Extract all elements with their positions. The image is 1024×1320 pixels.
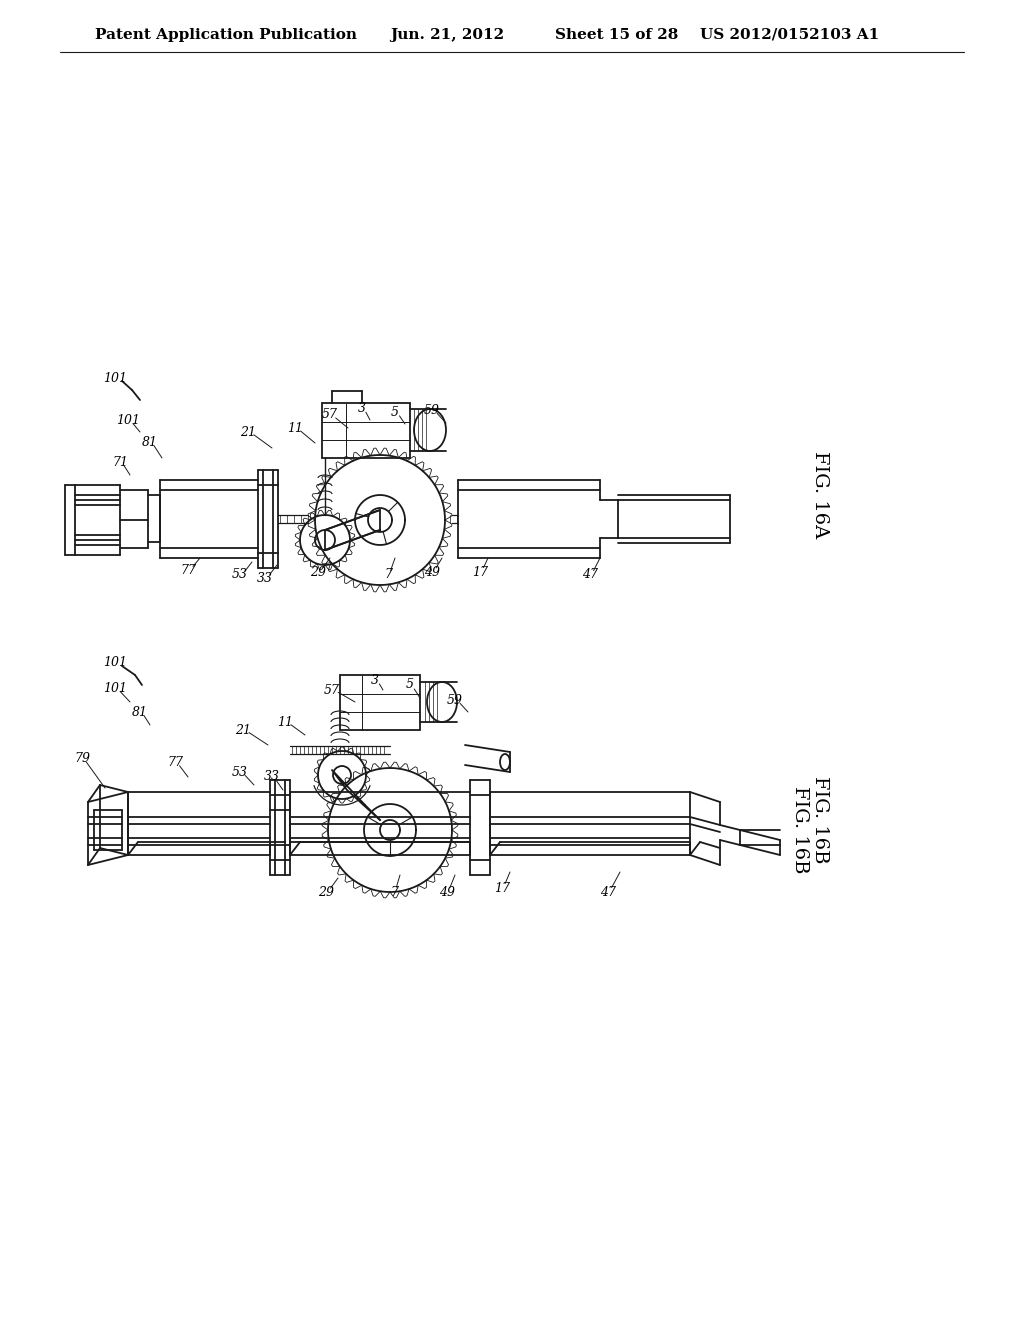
Text: 17: 17 xyxy=(494,882,510,895)
Text: 53: 53 xyxy=(232,569,248,582)
Text: 101: 101 xyxy=(116,413,140,426)
Text: 77: 77 xyxy=(180,564,196,577)
Text: 17: 17 xyxy=(472,565,488,578)
Text: 11: 11 xyxy=(287,421,303,434)
Text: 49: 49 xyxy=(424,565,440,578)
Text: 29: 29 xyxy=(310,565,326,578)
Text: 81: 81 xyxy=(132,705,148,718)
Text: 7: 7 xyxy=(390,886,398,899)
Text: 53: 53 xyxy=(232,766,248,779)
Text: 47: 47 xyxy=(600,886,616,899)
Text: 79: 79 xyxy=(74,751,90,764)
Text: US 2012/0152103 A1: US 2012/0152103 A1 xyxy=(700,28,880,42)
Text: 101: 101 xyxy=(103,681,127,694)
Text: 3: 3 xyxy=(371,673,379,686)
Text: 59: 59 xyxy=(424,404,440,417)
Text: 21: 21 xyxy=(234,723,251,737)
Text: FIG. 16B: FIG. 16B xyxy=(811,776,829,863)
Text: FIG. 16B: FIG. 16B xyxy=(791,787,809,874)
Text: 29: 29 xyxy=(318,886,334,899)
Text: 21: 21 xyxy=(240,425,256,438)
Text: 77: 77 xyxy=(167,755,183,768)
Text: 33: 33 xyxy=(257,572,273,585)
Text: 47: 47 xyxy=(582,569,598,582)
Bar xyxy=(340,675,420,730)
Text: 57: 57 xyxy=(322,408,338,421)
Text: 3: 3 xyxy=(358,401,366,414)
Text: 59: 59 xyxy=(447,693,463,706)
Text: 5: 5 xyxy=(406,678,414,692)
Text: 101: 101 xyxy=(103,371,127,384)
Text: Patent Application Publication: Patent Application Publication xyxy=(95,28,357,42)
Text: FIG. 16A: FIG. 16A xyxy=(811,451,829,539)
Text: 71: 71 xyxy=(112,455,128,469)
Text: Jun. 21, 2012: Jun. 21, 2012 xyxy=(390,28,504,42)
Text: 5: 5 xyxy=(391,405,399,418)
Text: 7: 7 xyxy=(384,569,392,582)
Text: 57: 57 xyxy=(324,684,340,697)
Text: Sheet 15 of 28: Sheet 15 of 28 xyxy=(555,28,678,42)
Text: 49: 49 xyxy=(439,886,455,899)
Text: 33: 33 xyxy=(264,771,280,784)
Text: 101: 101 xyxy=(103,656,127,669)
Text: 11: 11 xyxy=(278,715,293,729)
Bar xyxy=(322,403,410,458)
Text: 81: 81 xyxy=(142,436,158,449)
